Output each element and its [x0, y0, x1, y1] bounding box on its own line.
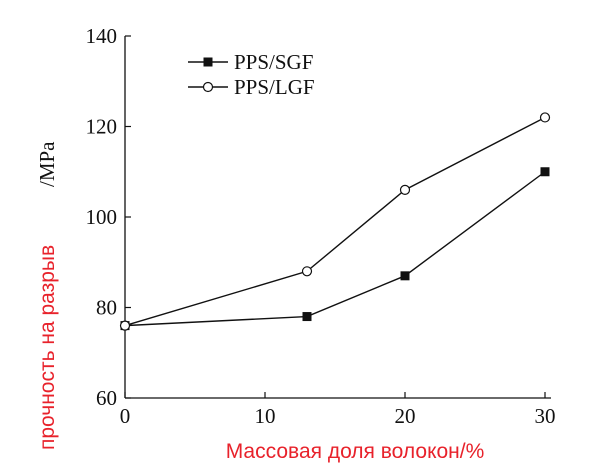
- x-tick-label: 10: [255, 404, 276, 428]
- x-tick-label: 0: [120, 404, 131, 428]
- legend-marker-pps-lgf: [202, 81, 214, 93]
- data-point-pps-lgf: [399, 184, 411, 195]
- data-point-pps-lgf: [301, 266, 313, 277]
- legend-label-pps-lgf: PPS/LGF: [234, 75, 315, 99]
- y-axis-label: прочность на разрыв: [36, 245, 59, 450]
- legend-item-pps-lgf: PPS/LGF: [188, 75, 315, 99]
- y-tick-label: 60: [96, 386, 117, 410]
- data-point-pps-lgf: [539, 112, 551, 123]
- ticks: 60 80 100 120 140 0 10 20 30: [86, 24, 556, 428]
- legend-label-pps-sgf: PPS/SGF: [234, 50, 313, 74]
- data-point-pps-sgf: [400, 271, 410, 281]
- data-point-pps-sgf: [302, 312, 312, 322]
- axes: [124, 36, 551, 399]
- series: [119, 112, 551, 331]
- y-axis-unit: /MPa: [35, 141, 59, 187]
- series-line-pps-sgf: [124, 171, 546, 327]
- y-tick-label: 120: [86, 115, 118, 139]
- y-tick-label: 80: [96, 296, 117, 320]
- y-tick-label: 100: [86, 205, 118, 229]
- series-pps-lgf: [119, 112, 551, 331]
- x-axis-label: Массовая доля волокон/%: [226, 440, 485, 463]
- series-line-pps-lgf: [124, 116, 546, 327]
- data-point-pps-sgf: [540, 167, 550, 177]
- legend-item-pps-sgf: PPS/SGF: [188, 50, 313, 74]
- y-tick-label: 140: [86, 24, 118, 48]
- x-tick-label: 20: [395, 404, 416, 428]
- legend-marker-pps-sgf: [203, 57, 213, 67]
- data-point-pps-lgf: [119, 320, 131, 331]
- x-tick-label: 30: [535, 404, 556, 428]
